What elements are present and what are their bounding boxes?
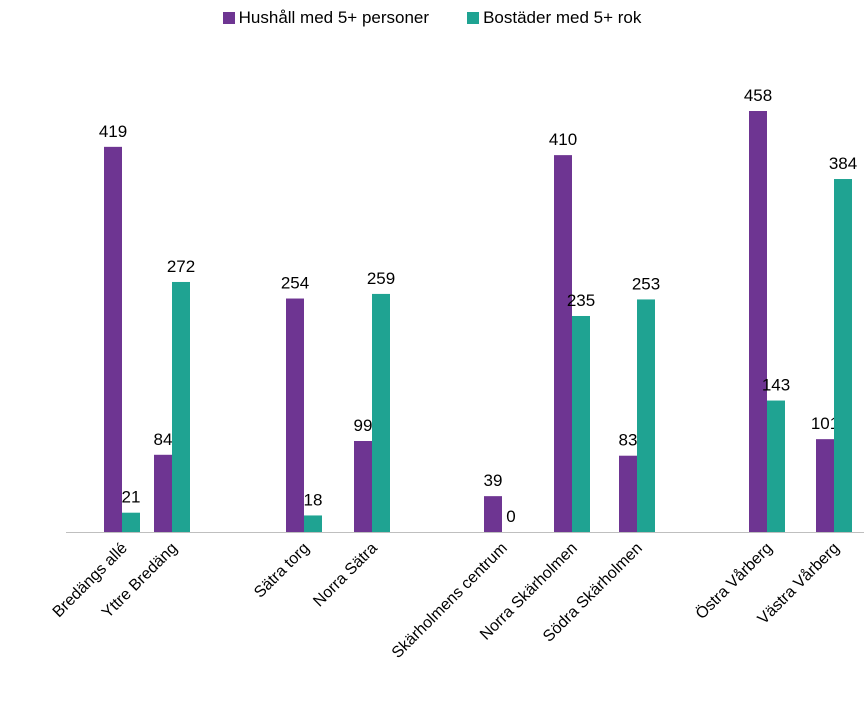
legend: Hushåll med 5+ personer Bostäder med 5+ … <box>0 8 864 28</box>
bar-series-1-3 <box>286 298 304 532</box>
bar-series-2-6 <box>572 315 590 532</box>
data-label-series-1-9: 101 <box>811 414 839 433</box>
data-label-series-1-7: 83 <box>619 431 638 450</box>
data-label-series-2-2: 272 <box>167 257 195 276</box>
data-label-series-2-1: 21 <box>122 488 141 507</box>
x-tick-label-5: Skärholmens centrum <box>389 540 511 662</box>
bar-series-1-6 <box>554 155 572 533</box>
legend-label-series-1: Hushåll med 5+ personer <box>238 8 430 27</box>
bar-series-1-1 <box>104 146 122 532</box>
bar-series-1-8 <box>749 111 767 532</box>
data-label-series-2-4: 259 <box>367 269 395 288</box>
legend-item-series-2: Bostäder med 5+ rok <box>467 8 641 28</box>
bar-series-2-8 <box>767 400 785 532</box>
data-label-series-2-8: 143 <box>762 376 790 395</box>
data-label-series-1-6: 410 <box>549 130 577 149</box>
bar-series-1-4 <box>354 440 372 532</box>
data-label-series-2-3: 18 <box>304 490 323 509</box>
bar-series-2-3 <box>304 515 322 532</box>
legend-swatch-series-2 <box>467 12 480 24</box>
data-label-series-1-8: 458 <box>744 86 772 105</box>
bar-series-1-2 <box>154 454 172 532</box>
bar-series-2-9 <box>834 179 852 532</box>
data-label-series-1-2: 84 <box>154 430 173 449</box>
bar-series-2-7 <box>637 299 655 532</box>
legend-swatch-series-1 <box>222 12 235 24</box>
bar-series-2-1 <box>122 512 140 532</box>
data-label-series-1-5: 39 <box>484 471 503 490</box>
bar-series-1-5 <box>484 496 502 532</box>
data-label-series-1-1: 419 <box>99 122 127 141</box>
bar-series-2-2 <box>172 281 190 532</box>
bar-series-2-4 <box>372 293 390 532</box>
data-label-series-2-9: 384 <box>829 154 857 173</box>
x-tick-label-4: Norra Sätra <box>310 540 381 611</box>
data-label-series-2-7: 253 <box>632 274 660 293</box>
x-tick-label-3: Sätra torg <box>251 540 313 602</box>
bar-series-1-9 <box>816 439 834 532</box>
data-label-series-1-4: 99 <box>354 416 373 435</box>
bar-series-1-7 <box>619 455 637 532</box>
legend-label-series-2: Bostäder med 5+ rok <box>483 8 642 27</box>
data-label-series-2-6: 235 <box>567 291 595 310</box>
legend-item-series-1: Hushåll med 5+ personer <box>222 8 430 28</box>
data-label-series-1-3: 254 <box>281 274 309 293</box>
data-label-series-2-5: 0 <box>506 507 515 526</box>
